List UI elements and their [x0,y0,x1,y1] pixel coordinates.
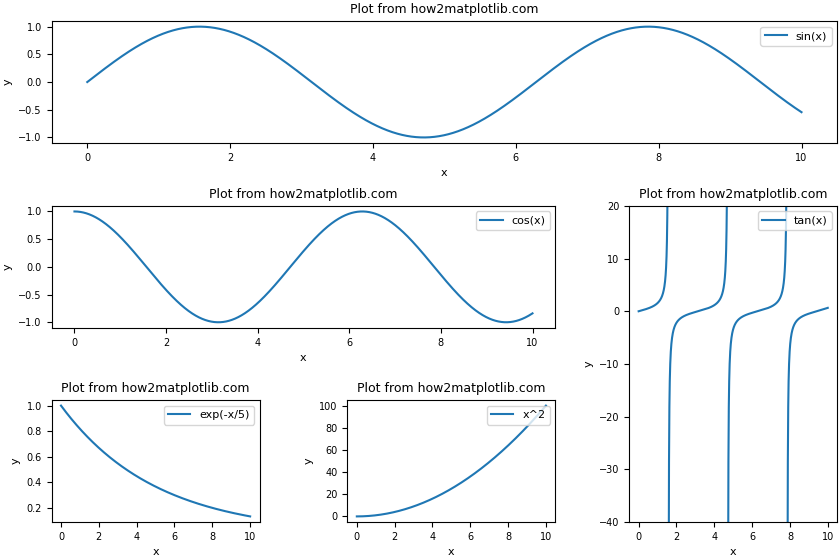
tan(x) [817,306,827,313]
sin(x) [194,24,204,30]
exp(-x/5) [56,402,66,409]
sin(x) [411,134,421,141]
Legend: cos(x): cos(x) [475,212,550,230]
sin(x) [776,95,786,101]
Y-axis label: y: y [11,458,21,464]
sin(x) [118,52,129,58]
cos(x) [92,215,102,222]
Line: exp(-x/5): exp(-x/5) [61,405,250,516]
cos(x) [292,255,302,262]
x^2 [541,402,551,409]
cos(x) [430,265,440,272]
tan(x) [721,260,731,267]
cos(x) [213,319,223,325]
tan(x) [822,305,832,311]
X-axis label: x: x [730,547,737,557]
cos(x) [70,208,80,215]
Line: x^2: x^2 [357,405,546,516]
Legend: exp(-x/5): exp(-x/5) [164,405,254,424]
exp(-x/5) [239,512,249,519]
Y-axis label: y: y [3,79,13,85]
X-axis label: x: x [448,547,454,557]
x^2 [361,513,371,520]
Legend: sin(x): sin(x) [760,27,832,45]
sin(x) [645,24,655,30]
tan(x) [726,342,736,348]
cos(x) [514,316,524,323]
Title: Plot from how2matplotlib.com: Plot from how2matplotlib.com [61,382,249,395]
Title: Plot from how2matplotlib.com: Plot from how2matplotlib.com [357,382,546,395]
x^2 [535,409,545,416]
exp(-x/5) [239,512,249,519]
Title: Plot from how2matplotlib.com: Plot from how2matplotlib.com [209,188,397,200]
sin(x) [419,134,429,141]
Legend: x^2: x^2 [486,405,550,424]
x^2 [535,409,545,416]
exp(-x/5) [66,415,76,422]
x^2 [438,489,449,496]
exp(-x/5) [143,479,153,486]
exp(-x/5) [148,482,158,489]
exp(-x/5) [245,513,255,520]
Title: Plot from how2matplotlib.com: Plot from how2matplotlib.com [350,3,538,16]
sin(x) [796,109,806,115]
Line: cos(x): cos(x) [75,212,533,322]
X-axis label: x: x [441,168,448,178]
x^2 [352,513,362,520]
sin(x) [82,79,92,86]
Y-axis label: y: y [304,458,313,464]
sin(x) [776,95,786,101]
exp(-x/5) [205,504,215,511]
Legend: tan(x): tan(x) [758,212,832,230]
Line: sin(x): sin(x) [87,27,801,137]
tan(x) [643,305,654,312]
Y-axis label: y: y [584,361,593,367]
x^2 [444,487,454,493]
X-axis label: x: x [152,547,159,557]
cos(x) [281,269,291,276]
cos(x) [514,316,524,323]
tan(x) [783,519,793,526]
Line: tan(x): tan(x) [638,0,827,560]
x^2 [501,444,511,451]
Y-axis label: y: y [3,264,13,270]
cos(x) [528,310,538,317]
X-axis label: x: x [300,353,307,363]
tan(x) [633,308,643,315]
tan(x) [817,306,827,313]
sin(x) [430,133,440,140]
Title: Plot from how2matplotlib.com: Plot from how2matplotlib.com [639,188,827,200]
